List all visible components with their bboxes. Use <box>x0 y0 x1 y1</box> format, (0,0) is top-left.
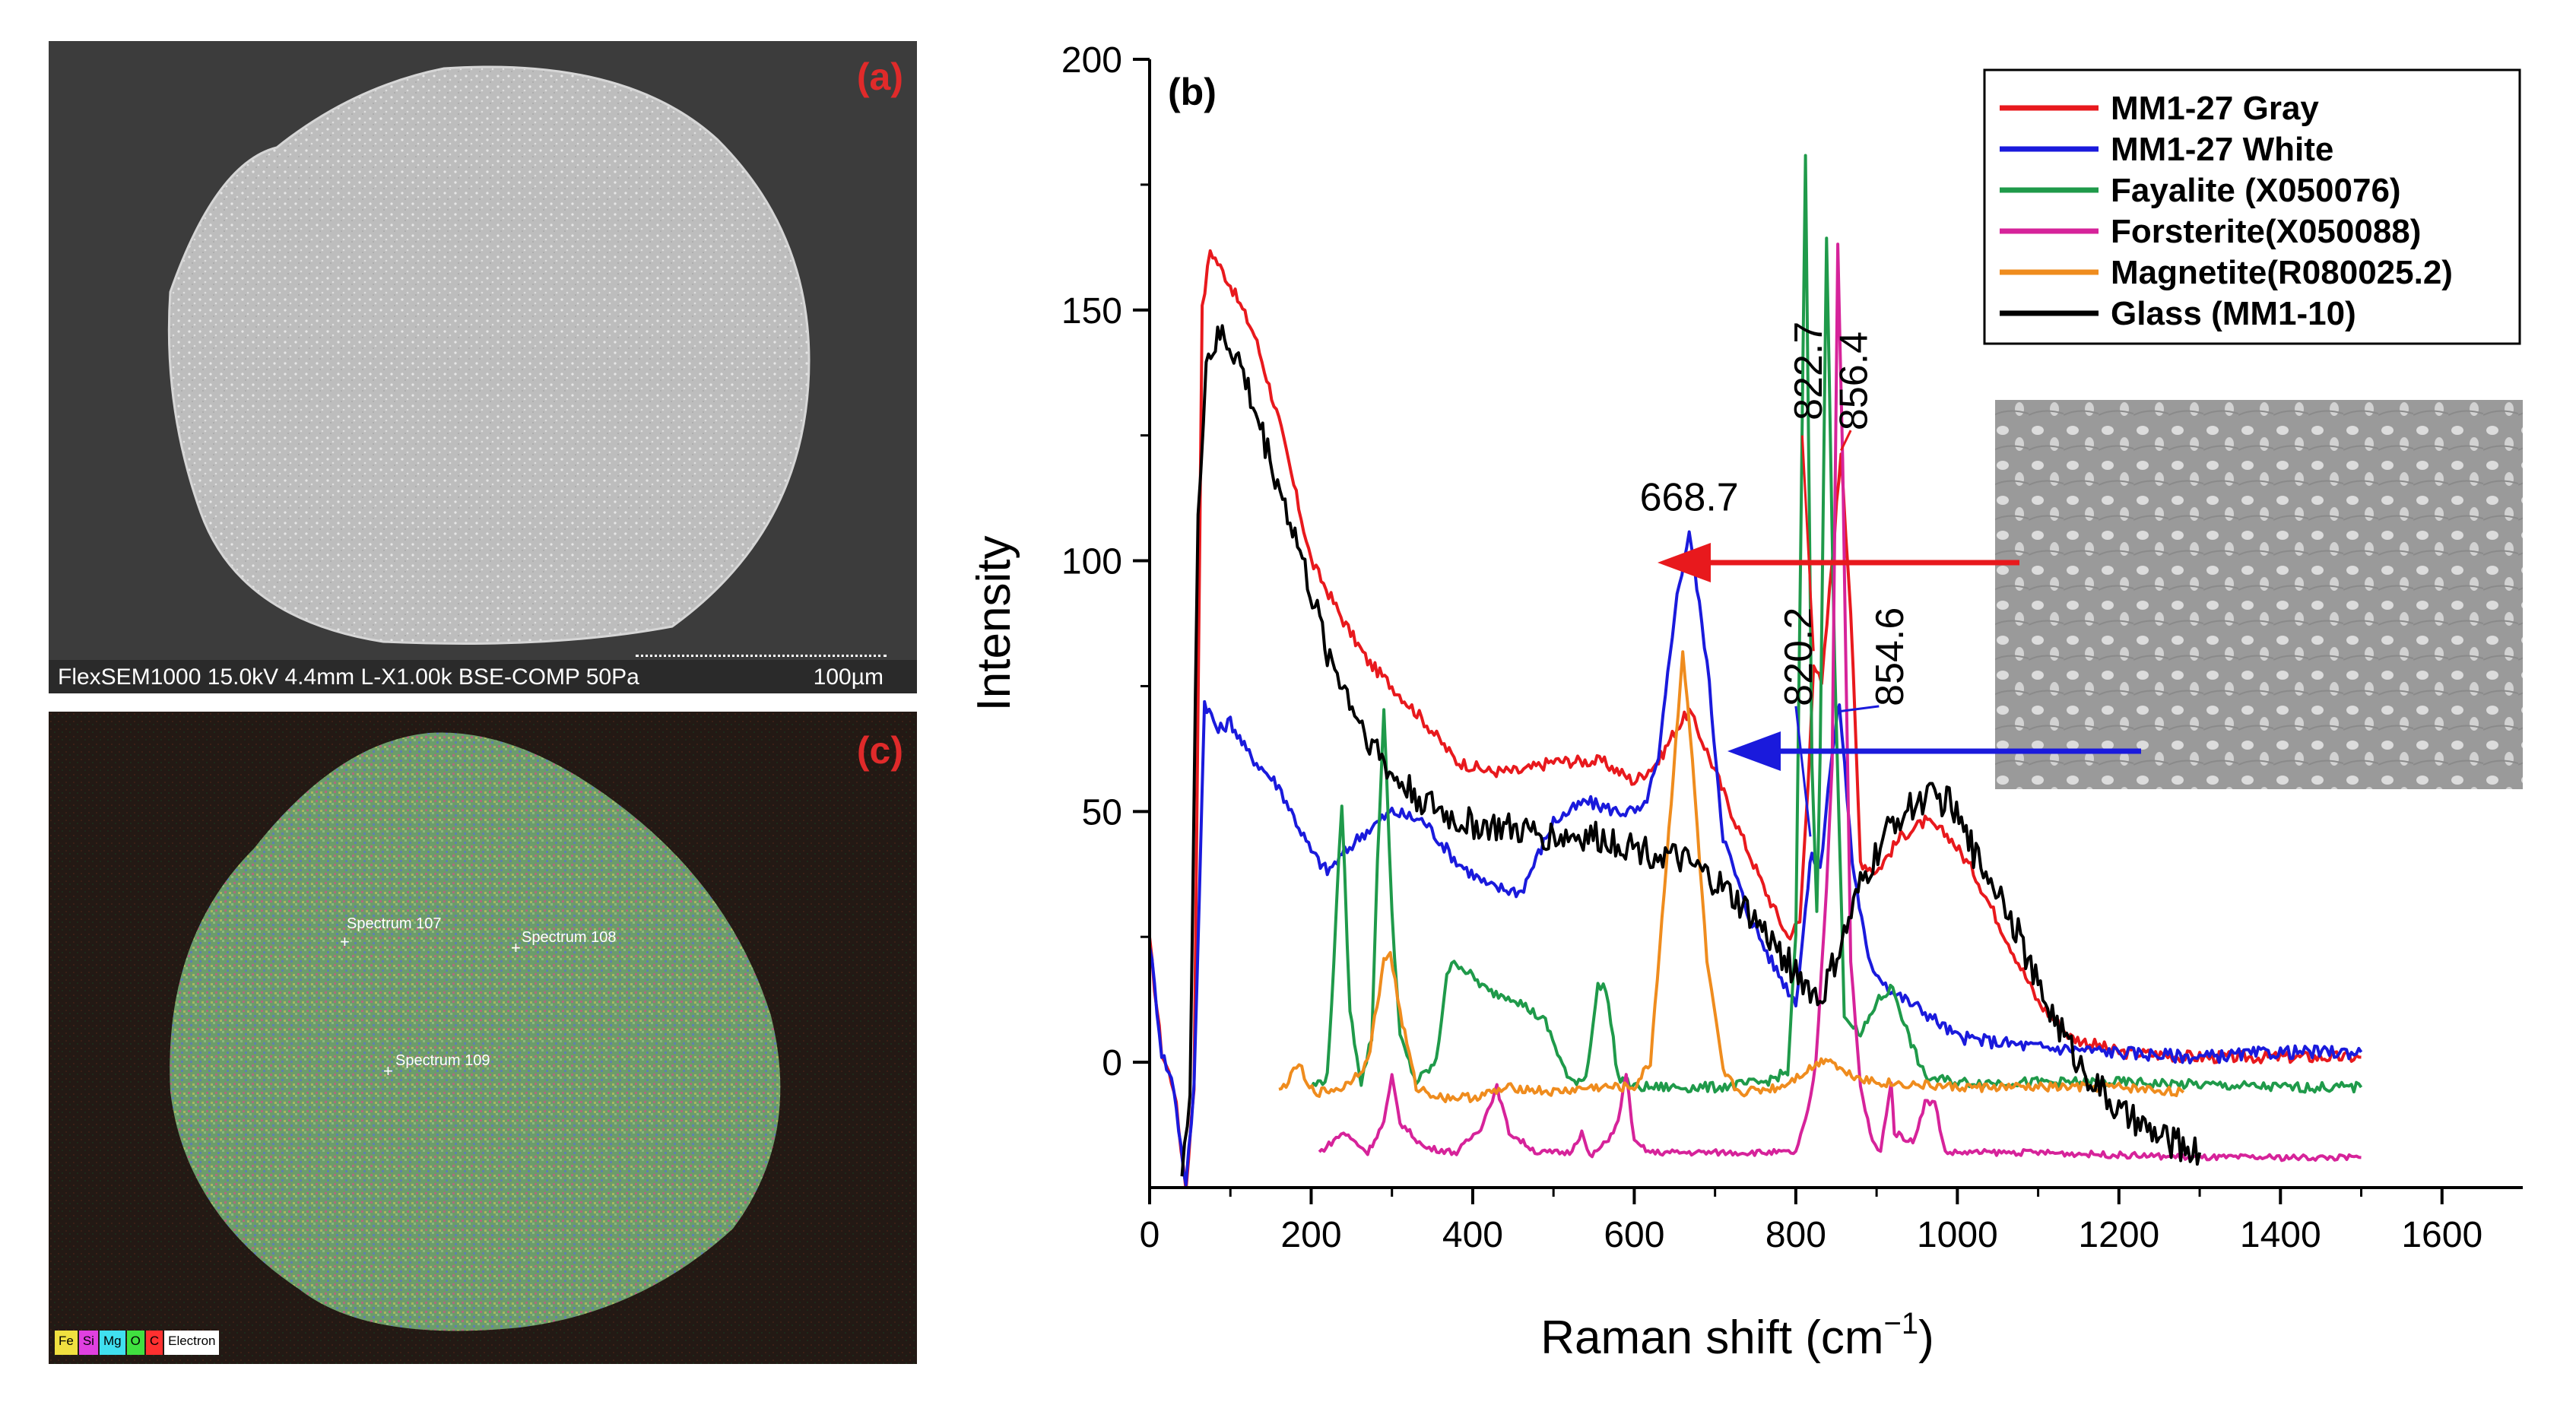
element-swatch: Electron <box>164 1331 220 1355</box>
x-axis-label: Raman shift (cm−1) <box>1540 1307 1934 1364</box>
legend-label: Glass (MM1-10) <box>2111 295 2356 332</box>
peak-label: 854.6 <box>1868 607 1912 706</box>
x-tick-label: 400 <box>1442 1215 1503 1255</box>
peak-label: 668.7 <box>1640 476 1739 520</box>
legend-label: MM1-27 Gray <box>2111 90 2319 127</box>
y-tick-label: 200 <box>1061 40 1122 81</box>
panel-c-letter: (c) <box>856 729 903 772</box>
peak-label: 820.2 <box>1777 607 1821 706</box>
series-line <box>1180 324 2202 1177</box>
peak-label: 856.4 <box>1832 331 1876 430</box>
spectrum-marker: + <box>511 938 521 957</box>
sem-caption: FlexSEM1000 15.0kV 4.4mm L-X1.00k BSE-CO… <box>58 665 639 690</box>
y-axis-label: Intensity <box>968 536 1020 712</box>
sem-info-bar: FlexSEM1000 15.0kV 4.4mm L-X1.00k BSE-CO… <box>49 655 917 693</box>
inset-sem-image <box>1995 400 2523 789</box>
x-tick-label: 200 <box>1280 1215 1341 1255</box>
legend-label: Magnetite(R080025.2) <box>2111 254 2453 291</box>
element-swatch: Si <box>78 1331 98 1355</box>
series-line <box>1150 249 2362 1188</box>
legend-label: Forsterite(X050088) <box>2111 213 2421 250</box>
element-swatch: Mg <box>99 1331 125 1355</box>
element-legend: Fe Si Mg O C Electron <box>55 1331 220 1355</box>
x-tick-label: 0 <box>1140 1215 1160 1255</box>
sem-particle-image <box>49 41 917 693</box>
x-tick-label: 600 <box>1604 1215 1664 1255</box>
scale-bar-label: 100µm <box>813 665 884 690</box>
eds-map-image <box>49 712 917 1364</box>
legend-label: Fayalite (X050076) <box>2111 172 2401 209</box>
eds-map-panel: (c) + Spectrum 107 + Spectrum 108 + Spec… <box>49 712 917 1364</box>
legend-label: MM1-27 White <box>2111 131 2333 168</box>
sem-image-panel: (a) FlexSEM1000 15.0kV 4.4mm L-X1.00k BS… <box>49 41 917 693</box>
gray-phase-arrow-head <box>1658 543 1711 582</box>
x-tick-label: 800 <box>1765 1215 1826 1255</box>
element-swatch: C <box>145 1331 163 1355</box>
leader-line <box>1840 430 1852 452</box>
white-phase-arrow-head <box>1727 731 1781 771</box>
spectrum-marker: + <box>340 932 350 951</box>
panel-b-letter: (b) <box>1168 71 1217 113</box>
leader-line <box>1800 435 1815 652</box>
spectrum-label: Spectrum 108 <box>522 929 617 946</box>
peak-label: 822.7 <box>1787 322 1831 420</box>
series-line <box>1309 154 2363 1094</box>
y-tick-label: 0 <box>1102 1043 1122 1083</box>
leader-line <box>1841 705 1880 712</box>
spectrum-marker: + <box>383 1061 393 1080</box>
y-tick-label: 50 <box>1082 792 1122 833</box>
y-tick-label: 150 <box>1061 291 1122 331</box>
x-tick-label: 1600 <box>2401 1215 2482 1255</box>
y-tick-label: 100 <box>1061 542 1122 582</box>
element-swatch: O <box>126 1331 144 1355</box>
series-group <box>1150 154 2363 1188</box>
panel-a-letter: (a) <box>856 56 903 98</box>
x-tick-label: 1000 <box>1917 1215 1998 1255</box>
spectrum-label: Spectrum 107 <box>347 915 442 932</box>
spectrum-label: Spectrum 109 <box>395 1052 490 1069</box>
legend: MM1-27 Gray MM1-27 White Fayalite (X050076… <box>1983 68 2521 345</box>
series-line <box>1278 650 2185 1103</box>
leader-line <box>1794 706 1812 837</box>
x-tick-label: 1200 <box>2078 1215 2159 1255</box>
element-swatch: Fe <box>55 1331 78 1355</box>
x-tick-label: 1400 <box>2240 1215 2321 1255</box>
scale-bar <box>636 655 887 666</box>
